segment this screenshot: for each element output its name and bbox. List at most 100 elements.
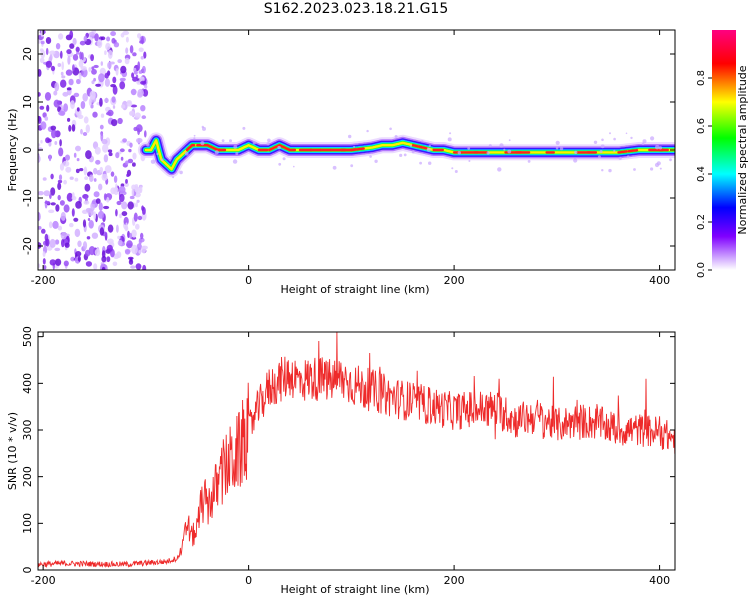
noise-blob: [54, 141, 58, 145]
ridge-speckle: [593, 140, 598, 144]
noise-blob: [62, 160, 70, 167]
y-tick-label: 500: [21, 326, 34, 347]
noise-blob: [70, 100, 75, 110]
noise-blob: [129, 257, 133, 262]
ridge-speckle: [656, 161, 661, 166]
noise-blob: [137, 61, 141, 71]
ridge-speckle: [366, 129, 369, 133]
noise-blob: [107, 224, 114, 233]
ridge-speckle: [642, 139, 647, 144]
noise-blob: [108, 152, 113, 157]
noise-blob: [125, 222, 128, 231]
noise-blob: [93, 64, 99, 69]
noise-blob: [142, 264, 147, 270]
noise-blob: [102, 143, 109, 153]
noise-blob: [50, 125, 57, 131]
noise-blob: [131, 244, 138, 255]
noise-blob: [97, 39, 103, 49]
ridge-speckle: [613, 137, 616, 141]
noise-blob: [39, 48, 44, 52]
noise-blob: [141, 65, 146, 74]
noise-blob: [90, 54, 94, 62]
noise-blob: [79, 168, 84, 172]
ridge-speckle: [503, 148, 506, 151]
ridge-speckle: [426, 147, 431, 152]
noise-blob: [51, 129, 57, 139]
noise-blob: [144, 84, 148, 89]
noise-blob: [91, 68, 97, 75]
noise-blob: [93, 178, 97, 182]
noise-blob: [131, 72, 135, 79]
ridge-speckle: [601, 169, 604, 172]
ridge-peak: [185, 143, 196, 152]
noise-blob: [76, 107, 80, 112]
noise-blob: [137, 33, 142, 39]
noise-blob: [115, 183, 118, 193]
noise-blob: [88, 98, 92, 106]
noise-blob: [78, 72, 82, 81]
x-tick-label: -200: [31, 574, 56, 587]
noise-blob: [74, 228, 81, 238]
noise-blob: [57, 182, 62, 190]
noise-blob: [95, 83, 101, 87]
noise-blob: [42, 258, 46, 265]
noise-blob: [110, 31, 116, 37]
noise-blob: [99, 97, 103, 107]
noise-blob: [59, 200, 65, 206]
ridge-speckle: [454, 170, 458, 173]
ridge-speckle: [599, 150, 603, 153]
noise-blob: [57, 179, 63, 184]
noise-blob: [116, 224, 119, 233]
noise-blob: [119, 193, 125, 203]
noise-blob: [84, 176, 89, 181]
noise-blob: [134, 112, 141, 119]
noise-blob: [124, 57, 130, 65]
noise-blob: [126, 101, 133, 107]
noise-blob: [49, 238, 56, 248]
noise-blob: [69, 176, 74, 180]
ridge-speckle: [449, 132, 452, 135]
noise-blob: [58, 110, 66, 116]
noise-blob: [46, 104, 50, 112]
noise-blob: [106, 244, 113, 252]
noise-blob: [83, 116, 89, 124]
ridge-speckle: [389, 127, 392, 131]
colorbar-label: Normalized spectral amplitude: [736, 65, 749, 234]
noise-blob: [67, 117, 71, 122]
y-tick-label: 400: [21, 373, 34, 394]
noise-blob: [90, 201, 95, 212]
noise-blob: [45, 238, 50, 247]
noise-blob: [95, 159, 101, 165]
noise-blob: [115, 209, 118, 217]
ridge-speckle: [156, 152, 159, 156]
noise-blob: [116, 200, 122, 206]
noise-blob: [127, 201, 134, 210]
x-tick-label: 400: [649, 274, 670, 287]
noise-blob: [135, 202, 138, 208]
noise-blob: [110, 171, 115, 177]
noise-blob: [120, 65, 127, 74]
ridge-speckle: [419, 161, 422, 165]
noise-blob: [104, 78, 110, 87]
noise-blob: [132, 52, 137, 57]
noise-blob: [42, 112, 47, 118]
noise-blob: [110, 84, 116, 88]
noise-blob: [86, 236, 91, 240]
snr-series-line: [38, 332, 675, 568]
noise-blob: [91, 80, 95, 85]
noise-blob: [83, 35, 88, 42]
noise-blob: [44, 92, 52, 101]
noise-blob: [112, 76, 117, 84]
noise-blob: [41, 228, 46, 234]
y-tick-label: 0: [21, 147, 34, 154]
noise-blob: [50, 65, 56, 72]
snr-xlabel: Height of straight line (km): [280, 583, 429, 596]
ridge-speckle: [597, 155, 601, 159]
ridge-speckle: [641, 142, 645, 146]
noise-blob: [99, 166, 104, 173]
ridge-speckle: [409, 144, 413, 147]
ridge-speckle: [428, 144, 431, 147]
noise-blob: [38, 263, 41, 269]
noise-blob: [68, 78, 74, 86]
noise-blob: [79, 51, 83, 60]
